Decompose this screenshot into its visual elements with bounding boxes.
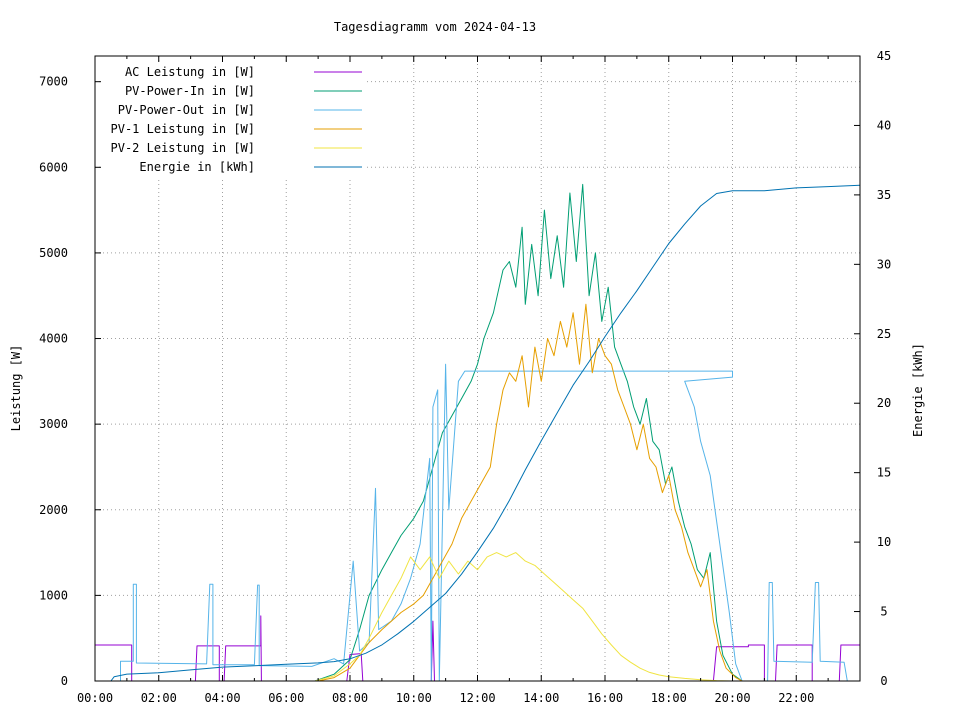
legend: AC Leistung in [W] PV-Power-In in [W] PV-P…	[100, 62, 366, 180]
y-tick-label: 1000	[39, 588, 68, 602]
y2-tick-label: 35	[877, 188, 891, 202]
y-axis-label: Leistung [W]	[9, 345, 23, 432]
series-line-3	[95, 363, 860, 682]
y2-tick-label: 0	[880, 674, 887, 688]
legend-label: PV-Power-In in [W]	[125, 84, 255, 98]
y-tick-label: 5000	[39, 246, 68, 260]
legend-label: Energie in [kWh]	[139, 160, 255, 174]
series-line-5	[95, 552, 860, 682]
y2-tick-label: 20	[877, 396, 891, 410]
y-tick-label: 2000	[39, 503, 68, 517]
axes: 00:00 02:00 04:00 06:00 08:00 10:00 12:00 14:00…	[39, 49, 891, 705]
y2-tick-label: 5	[880, 605, 887, 619]
y2-tick-label: 30	[877, 257, 891, 271]
x-tick-label: 22:00	[778, 691, 814, 705]
x-tick-label: 08:00	[332, 691, 368, 705]
legend-label: AC Leistung in [W]	[125, 65, 255, 79]
x-tick-label: 18:00	[651, 691, 687, 705]
legend-label: PV-1 Leistung in [W]	[111, 122, 256, 136]
y2-tick-label: 10	[877, 535, 891, 549]
x-tick-label: 02:00	[141, 691, 177, 705]
y-tick-label: 7000	[39, 75, 68, 89]
x-tick-label: 10:00	[396, 691, 432, 705]
series-line-2	[95, 183, 860, 682]
y-tick-label: 3000	[39, 417, 68, 431]
series-line-6	[95, 184, 861, 682]
y-tick-label: 0	[61, 674, 68, 688]
y2-tick-label: 40	[877, 118, 891, 132]
y2-tick-label: 15	[877, 466, 891, 480]
x-tick-label: 12:00	[459, 691, 495, 705]
x-tick-label: 16:00	[587, 691, 623, 705]
y2-tick-label: 45	[877, 49, 891, 63]
legend-label: PV-2 Leistung in [W]	[111, 141, 256, 155]
y-tick-label: 4000	[39, 332, 68, 346]
legend-background	[100, 62, 366, 180]
x-tick-label: 20:00	[714, 691, 750, 705]
y2-axis-label: Energie [kWh]	[911, 343, 925, 437]
x-tick-label: 14:00	[523, 691, 559, 705]
x-tick-label: 06:00	[268, 691, 304, 705]
legend-label: PV-Power-Out in [W]	[118, 103, 255, 117]
y2-tick-label: 25	[877, 327, 891, 341]
x-tick-label: 00:00	[77, 691, 113, 705]
series-line-4	[95, 303, 860, 682]
chart-title: Tagesdiagramm vom 2024-04-13	[334, 20, 536, 34]
x-tick-label: 04:00	[204, 691, 240, 705]
y-tick-label: 6000	[39, 160, 68, 174]
